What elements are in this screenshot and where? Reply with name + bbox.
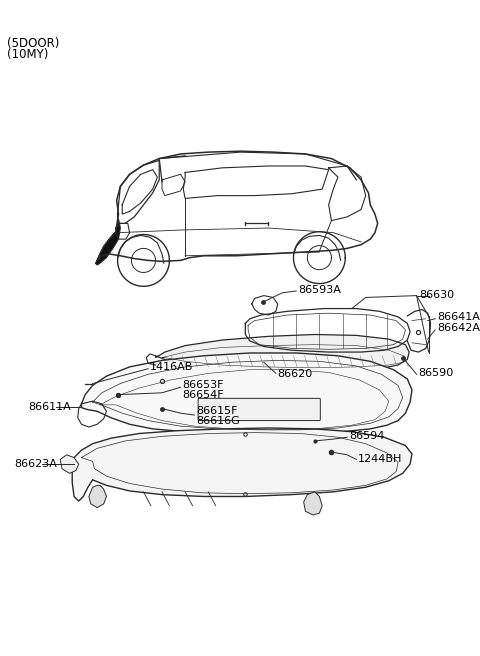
- Text: 86615F: 86615F: [196, 406, 238, 417]
- Polygon shape: [72, 428, 412, 501]
- Text: 86611A: 86611A: [28, 401, 71, 412]
- Text: 86593A: 86593A: [298, 285, 341, 295]
- Text: 1416AB: 1416AB: [150, 362, 193, 372]
- Polygon shape: [60, 455, 79, 474]
- Text: 86630: 86630: [420, 290, 455, 300]
- Polygon shape: [82, 353, 412, 434]
- Text: 86594: 86594: [349, 431, 384, 441]
- Text: (10MY): (10MY): [7, 49, 49, 62]
- Polygon shape: [304, 492, 322, 515]
- Text: 86642A: 86642A: [437, 323, 480, 333]
- Text: 86590: 86590: [419, 369, 454, 379]
- Polygon shape: [89, 485, 107, 508]
- Text: 86620: 86620: [278, 369, 313, 379]
- Text: 86616G: 86616G: [196, 415, 240, 426]
- Text: 86623A: 86623A: [14, 459, 57, 469]
- Polygon shape: [96, 218, 120, 265]
- Text: 86653F: 86653F: [182, 380, 224, 390]
- Text: (5DOOR): (5DOOR): [7, 37, 60, 51]
- Polygon shape: [156, 335, 409, 371]
- FancyBboxPatch shape: [198, 398, 320, 420]
- Text: 86641A: 86641A: [437, 312, 480, 322]
- Text: 86654F: 86654F: [182, 390, 224, 400]
- Text: 1244BH: 1244BH: [358, 455, 403, 464]
